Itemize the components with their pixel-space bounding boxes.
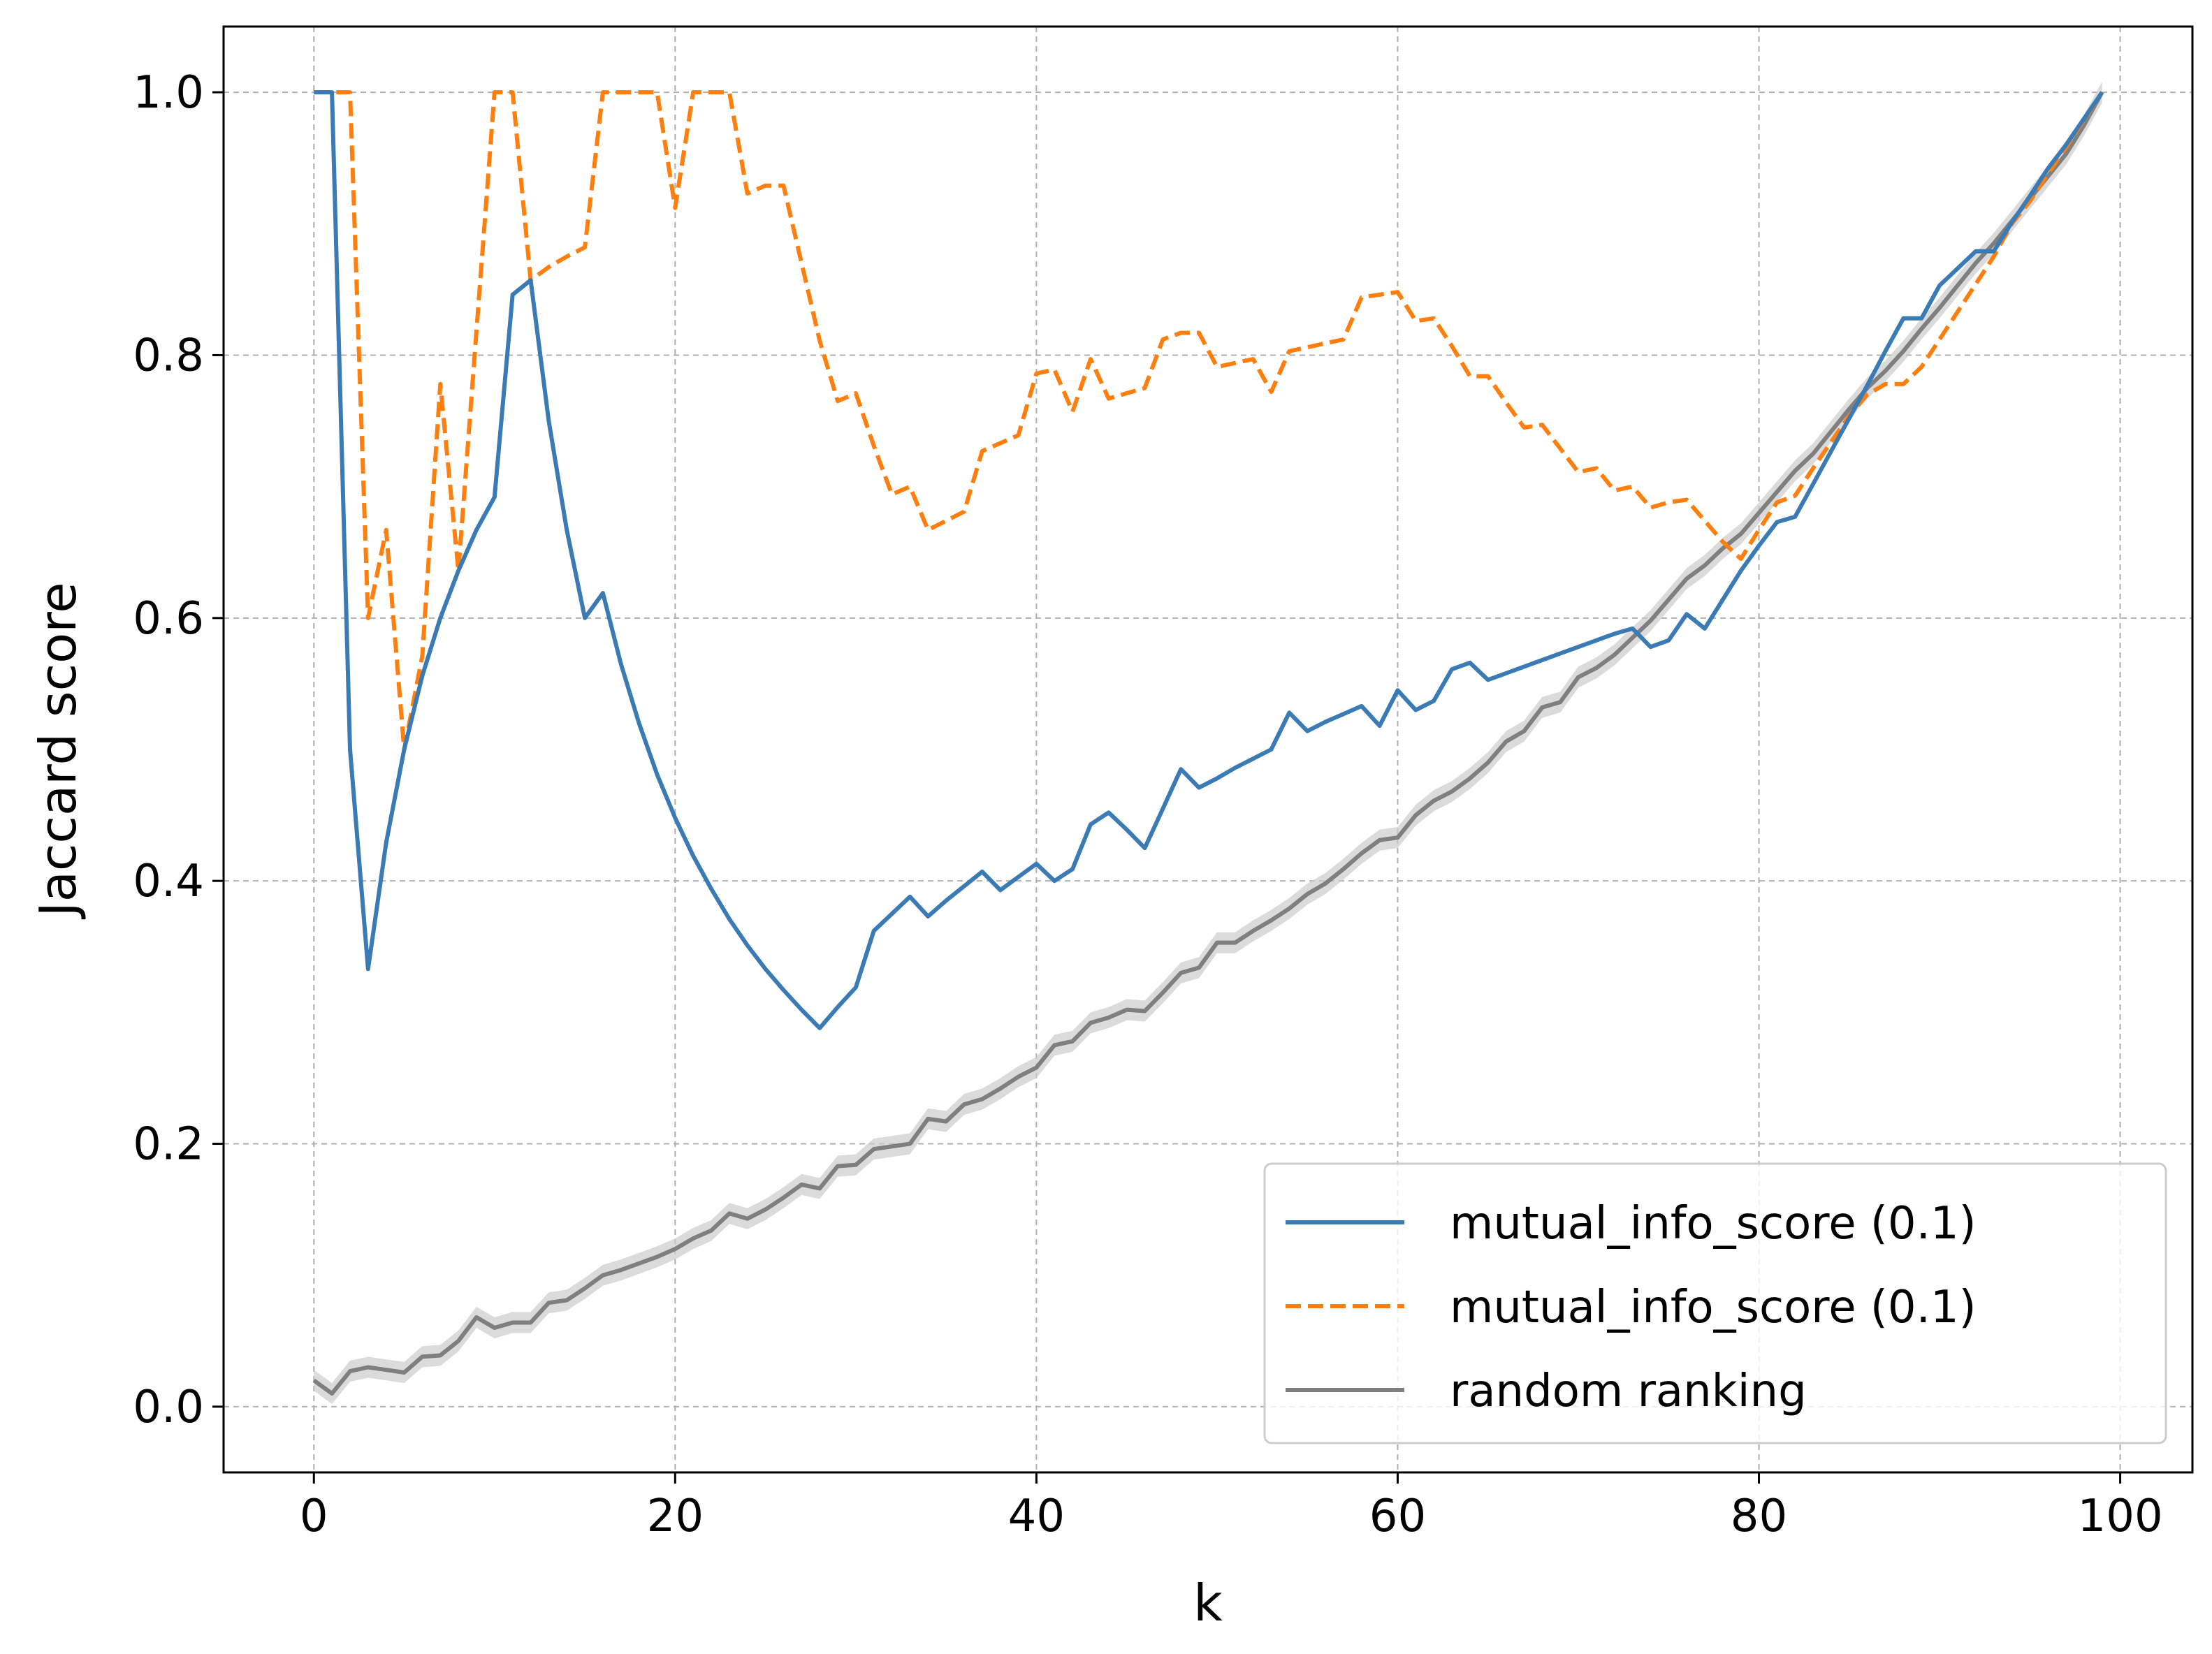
- legend-box: [1263, 1162, 2167, 1444]
- x-axis-ticks: 0 20 40 60 80 100: [300, 1472, 2163, 1542]
- x-tick-label-1: 20: [647, 1491, 704, 1542]
- y-tick-label-0: 0.0: [133, 1382, 204, 1433]
- y-tick-label-1: 0.2: [133, 1119, 204, 1171]
- x-axis-label: k: [1193, 1574, 1223, 1632]
- y-axis-ticks: 0.0 0.2 0.4 0.6 0.8 1.0: [133, 67, 224, 1433]
- x-tick-label-3: 60: [1369, 1491, 1426, 1542]
- y-tick-label-3: 0.6: [133, 593, 204, 645]
- legend-label-random-ranking: random ranking: [1450, 1366, 1807, 1417]
- series-line-mutual-info-solid: [314, 90, 2104, 1030]
- y-axis-label: Jaccard score: [29, 582, 87, 919]
- legend: mutual_info_score (0.1) mutual_info_scor…: [1263, 1162, 2167, 1444]
- x-tick-label-2: 40: [1008, 1491, 1065, 1542]
- series-line-random-ranking: [312, 91, 2104, 1396]
- legend-label-mutual-info-dashed: mutual_info_score (0.1): [1450, 1282, 1977, 1333]
- x-tick-label-4: 80: [1731, 1491, 1787, 1542]
- x-tick-label-5: 100: [2078, 1491, 2163, 1542]
- y-tick-label-5: 1.0: [133, 67, 204, 119]
- series-layer: [312, 90, 2104, 1396]
- x-tick-label-0: 0: [300, 1491, 328, 1542]
- legend-label-mutual-info-solid: mutual_info_score (0.1): [1450, 1198, 1977, 1250]
- y-tick-label-2: 0.4: [133, 856, 204, 907]
- plot-frame: [222, 25, 2194, 1474]
- y-tick-label-4: 0.8: [133, 330, 204, 381]
